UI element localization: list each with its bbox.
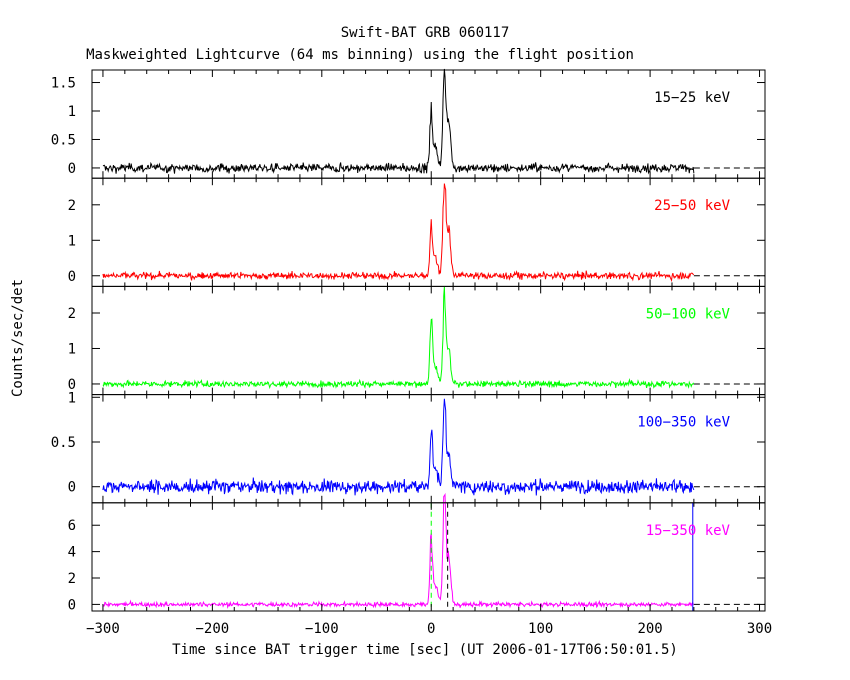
x-tick-label: −100 (305, 621, 339, 637)
x-tick-label: 0 (427, 621, 435, 637)
series-line-5 (102, 492, 695, 609)
chart-title: Swift-BAT GRB 060117 (341, 25, 510, 41)
x-axis-label: Time since BAT trigger time [sec] (UT 20… (172, 642, 678, 658)
series-line-4 (102, 398, 695, 496)
y-tick-label: 1 (68, 104, 76, 120)
y-tick-label: 0.5 (51, 435, 76, 451)
y-tick-label: 1.5 (51, 76, 76, 92)
x-tick-label: 100 (528, 621, 553, 637)
series-line-3 (102, 286, 695, 390)
y-axis-label: Counts/sec/det (10, 279, 26, 397)
energy-band-label-1: 15−25 keV (654, 90, 730, 106)
y-tick-label: 0 (68, 377, 76, 393)
y-tick-label: 1 (68, 233, 76, 249)
chart-subtitle: Maskweighted Lightcurve (64 ms binning) … (86, 47, 634, 63)
x-tick-label: 200 (637, 621, 662, 637)
x-axis: −300 −200 −100 0 100 200 300 (86, 621, 772, 637)
panel-1: 0 0.5 1 1.5 15−25 keV (51, 68, 766, 179)
y-tick-label: 1 (68, 341, 76, 357)
panel-4: 0 0.5 1 100−350 keV (51, 390, 766, 504)
energy-band-label-3: 50−100 keV (646, 306, 731, 322)
series-line-1 (102, 68, 695, 175)
y-tick-label: 6 (68, 518, 76, 534)
y-tick-label: 0 (68, 269, 76, 285)
y-tick-label: 0.5 (51, 132, 76, 148)
y-tick-label: 2 (68, 198, 76, 214)
energy-band-label-4: 100−350 keV (637, 415, 730, 431)
x-tick-label: −300 (86, 621, 120, 637)
panel-2: 0 1 2 25−50 keV (68, 177, 766, 287)
y-tick-label: 2 (68, 306, 76, 322)
series-line-2 (102, 183, 694, 283)
x-tick-label: −200 (196, 621, 230, 637)
y-tick-label: 4 (68, 545, 76, 561)
x-tick-label: 300 (747, 621, 772, 637)
panel-5: 0 2 4 6 15−350 keV (68, 492, 766, 613)
energy-band-label-5: 15−350 keV (646, 523, 731, 539)
y-tick-label: 0 (68, 597, 76, 613)
y-tick-label: 0 (68, 480, 76, 496)
y-tick-label: 2 (68, 571, 76, 587)
energy-band-label-2: 25−50 keV (654, 198, 730, 214)
y-tick-label: 1 (68, 390, 76, 406)
panel-frame-5 (91, 502, 766, 612)
y-tick-label: 0 (68, 161, 76, 177)
